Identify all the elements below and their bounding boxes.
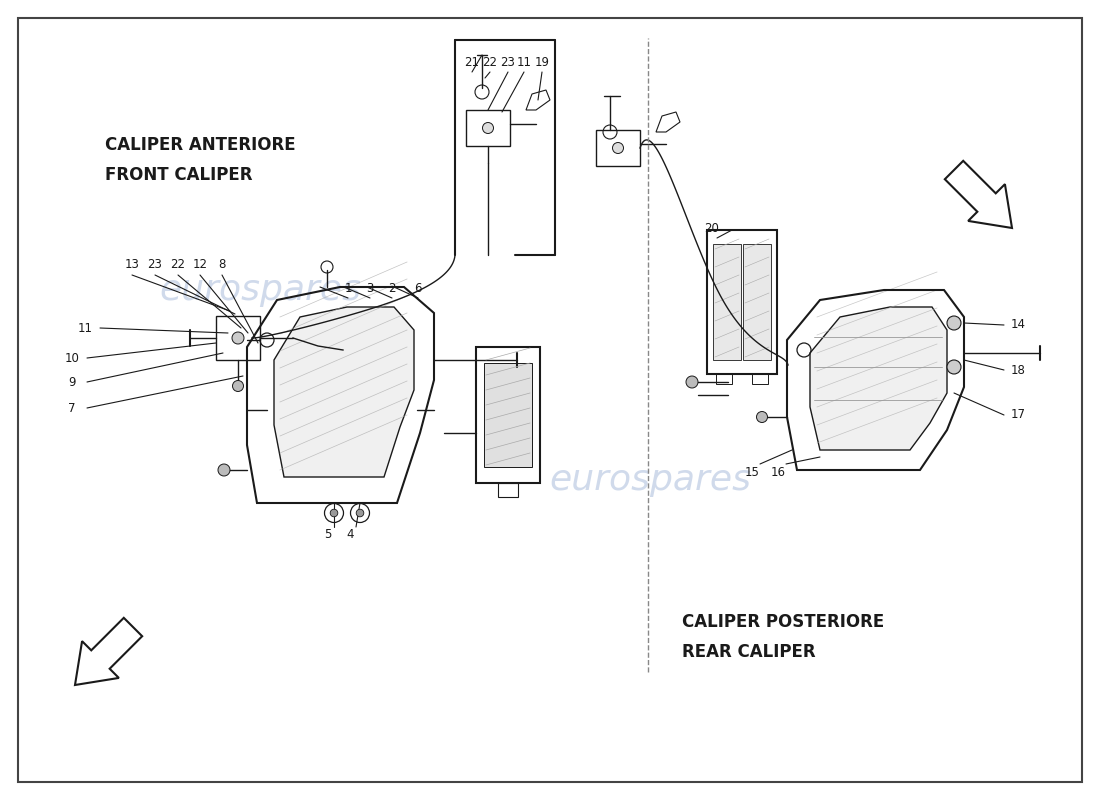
Text: 2: 2 bbox=[388, 282, 396, 294]
Text: 12: 12 bbox=[192, 258, 208, 271]
Text: 8: 8 bbox=[218, 258, 226, 271]
Polygon shape bbox=[713, 244, 741, 360]
Text: 6: 6 bbox=[415, 282, 421, 294]
Text: FRONT CALIPER: FRONT CALIPER bbox=[104, 166, 253, 184]
Text: 7: 7 bbox=[68, 402, 76, 414]
Text: REAR CALIPER: REAR CALIPER bbox=[682, 643, 815, 661]
Text: 23: 23 bbox=[500, 55, 516, 69]
Text: 13: 13 bbox=[124, 258, 140, 271]
Text: eurospares: eurospares bbox=[160, 273, 361, 307]
Text: 10: 10 bbox=[65, 351, 79, 365]
Text: 18: 18 bbox=[1011, 363, 1025, 377]
Circle shape bbox=[686, 376, 698, 388]
Circle shape bbox=[218, 464, 230, 476]
Text: 19: 19 bbox=[535, 55, 550, 69]
Circle shape bbox=[356, 509, 364, 517]
Text: CALIPER POSTERIORE: CALIPER POSTERIORE bbox=[682, 613, 884, 631]
Circle shape bbox=[757, 411, 768, 422]
Circle shape bbox=[947, 360, 961, 374]
Text: 20: 20 bbox=[705, 222, 719, 234]
Text: 16: 16 bbox=[770, 466, 785, 478]
Text: 22: 22 bbox=[483, 55, 497, 69]
Text: eurospares: eurospares bbox=[549, 463, 751, 497]
Text: 1: 1 bbox=[344, 282, 352, 294]
Circle shape bbox=[483, 122, 494, 134]
Text: 9: 9 bbox=[68, 375, 76, 389]
Text: 17: 17 bbox=[1011, 409, 1025, 422]
Circle shape bbox=[232, 332, 244, 344]
Text: 15: 15 bbox=[745, 466, 759, 478]
Circle shape bbox=[613, 142, 624, 154]
Text: 14: 14 bbox=[1011, 318, 1025, 331]
Text: 11: 11 bbox=[517, 55, 531, 69]
Polygon shape bbox=[484, 363, 532, 467]
Text: 21: 21 bbox=[464, 55, 480, 69]
Text: 11: 11 bbox=[77, 322, 92, 334]
Text: 3: 3 bbox=[366, 282, 374, 294]
Text: 4: 4 bbox=[346, 529, 354, 542]
Text: 22: 22 bbox=[170, 258, 186, 271]
Text: 5: 5 bbox=[324, 529, 332, 542]
Polygon shape bbox=[274, 307, 414, 477]
Polygon shape bbox=[810, 307, 947, 450]
Polygon shape bbox=[742, 244, 771, 360]
Circle shape bbox=[947, 316, 961, 330]
Text: CALIPER ANTERIORE: CALIPER ANTERIORE bbox=[104, 136, 296, 154]
Circle shape bbox=[330, 509, 338, 517]
Text: 23: 23 bbox=[147, 258, 163, 271]
Circle shape bbox=[232, 381, 243, 391]
